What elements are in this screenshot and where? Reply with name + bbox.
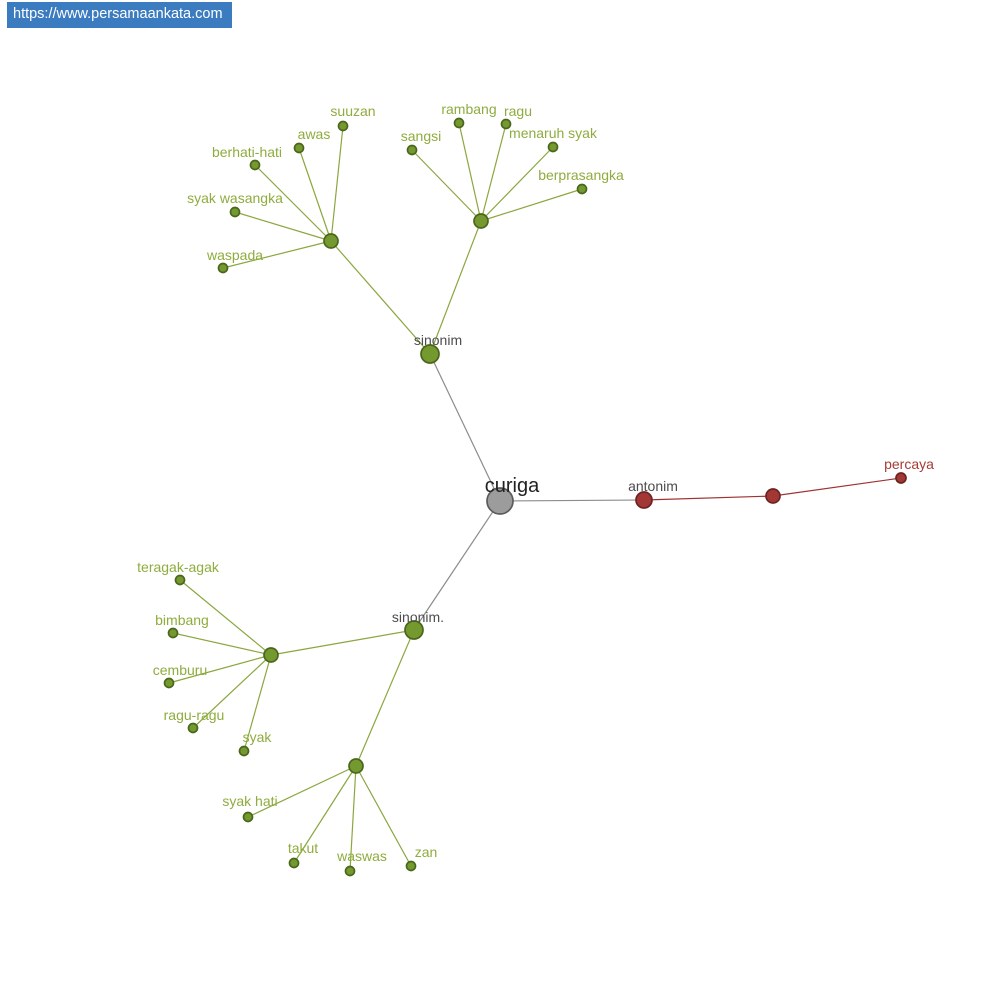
node-label-awas: awas xyxy=(298,126,331,142)
node-berprasangka[interactable] xyxy=(576,183,588,195)
edge-hub-a-syak-wasangka xyxy=(234,211,332,242)
edge-sinonim2-hub-c xyxy=(270,629,415,656)
node-label-syak: syak xyxy=(243,729,273,745)
node-label-takut: takut xyxy=(288,840,318,856)
edge-hub-b-menaruh-syak xyxy=(480,146,554,222)
edge-hub-d-waswas xyxy=(349,765,357,872)
node-label-bimbang: bimbang xyxy=(155,612,209,628)
node-hub-c[interactable] xyxy=(263,647,279,663)
node-rambang[interactable] xyxy=(453,117,465,129)
url-badge[interactable]: https://www.persamaankata.com xyxy=(7,2,232,28)
node-suuzan[interactable] xyxy=(337,120,349,132)
edge-hub-c-syak xyxy=(243,654,272,752)
edge-hub-b-sangsi xyxy=(411,149,482,222)
node-label-berprasangka: berprasangka xyxy=(538,167,624,183)
node-label-rambang: rambang xyxy=(441,101,496,117)
edge-hub-c-ragu-ragu xyxy=(192,654,272,729)
edge-hub-d-syak-hati xyxy=(247,765,357,818)
node-syak-wasangka[interactable] xyxy=(229,206,241,218)
edge-hub-a-awas xyxy=(298,147,332,242)
node-label-antonim: antonim xyxy=(628,478,678,494)
edge-hub-c-cemburu xyxy=(168,654,272,684)
edge-hub-a-suuzan xyxy=(330,125,344,242)
node-ragu[interactable] xyxy=(500,118,512,130)
node-sinonim[interactable] xyxy=(420,344,440,364)
node-sinonim2[interactable] xyxy=(404,620,424,640)
node-label-ragu: ragu xyxy=(504,103,532,119)
edge-hub-a-berhati-hati xyxy=(254,164,332,242)
node-bimbang[interactable] xyxy=(167,627,179,639)
node-hub-a[interactable] xyxy=(323,233,339,249)
node-label-suuzan: suuzan xyxy=(330,103,375,119)
node-syak-hati[interactable] xyxy=(242,811,254,823)
node-label-curiga: curiga xyxy=(485,475,540,497)
edge-hub-b-rambang xyxy=(458,122,482,222)
node-awas[interactable] xyxy=(293,142,305,154)
node-label-sinonim: sinonim xyxy=(414,332,462,348)
node-label-ragu-ragu: ragu-ragu xyxy=(164,707,225,723)
node-hub-b[interactable] xyxy=(473,213,489,229)
node-zan[interactable] xyxy=(405,860,417,872)
node-label-syak-wasangka: syak wasangka xyxy=(187,190,283,206)
edge-hub-b-ragu xyxy=(480,123,507,222)
node-label-zan: zan xyxy=(415,844,438,860)
edge-sinonim2-hub-d xyxy=(355,629,415,767)
edge-hub-d-takut xyxy=(293,765,357,864)
node-label-waspada: waspada xyxy=(206,247,263,263)
node-antonim[interactable] xyxy=(635,491,653,509)
node-waspada[interactable] xyxy=(217,262,229,274)
edge-hub-a-waspada xyxy=(222,240,332,269)
node-label-teragak-agak: teragak-agak xyxy=(137,559,220,575)
node-syak[interactable] xyxy=(238,745,250,757)
edge-sinonim-hub-a xyxy=(330,240,431,355)
edge-curiga-antonim xyxy=(499,499,645,502)
node-teragak-agak[interactable] xyxy=(174,574,186,586)
node-antonim-mid[interactable] xyxy=(765,488,781,504)
node-label-cemburu: cemburu xyxy=(153,662,207,678)
edge-sinonim-hub-b xyxy=(429,220,482,355)
node-label-sinonim2: sinonim. xyxy=(392,609,444,625)
edge-antonim-mid-percaya xyxy=(772,477,902,497)
edge-hub-c-bimbang xyxy=(172,632,272,656)
node-waswas[interactable] xyxy=(344,865,356,877)
edge-curiga-sinonim2 xyxy=(413,500,501,631)
edge-hub-d-zan xyxy=(355,765,412,867)
edge-curiga-sinonim xyxy=(429,353,501,502)
node-label-syak-hati: syak hati xyxy=(222,793,277,809)
node-label-sangsi: sangsi xyxy=(401,128,441,144)
edge-hub-c-teragak-agak xyxy=(179,579,272,656)
node-menaruh-syak[interactable] xyxy=(547,141,559,153)
node-hub-d[interactable] xyxy=(348,758,364,774)
node-label-percaya: percaya xyxy=(884,456,934,472)
edge-antonim-antonim-mid xyxy=(643,495,774,501)
node-label-menaruh-syak: menaruh syak xyxy=(509,125,598,141)
node-cemburu[interactable] xyxy=(163,677,175,689)
edge-hub-b-berprasangka xyxy=(480,188,583,222)
node-ragu-ragu[interactable] xyxy=(187,722,199,734)
node-takut[interactable] xyxy=(288,857,300,869)
node-label-berhati-hati: berhati-hati xyxy=(212,144,282,160)
node-berhati-hati[interactable] xyxy=(249,159,261,171)
node-percaya[interactable] xyxy=(895,472,907,484)
node-label-waswas: waswas xyxy=(336,848,387,864)
node-sangsi[interactable] xyxy=(406,144,418,156)
node-curiga[interactable] xyxy=(486,487,514,515)
